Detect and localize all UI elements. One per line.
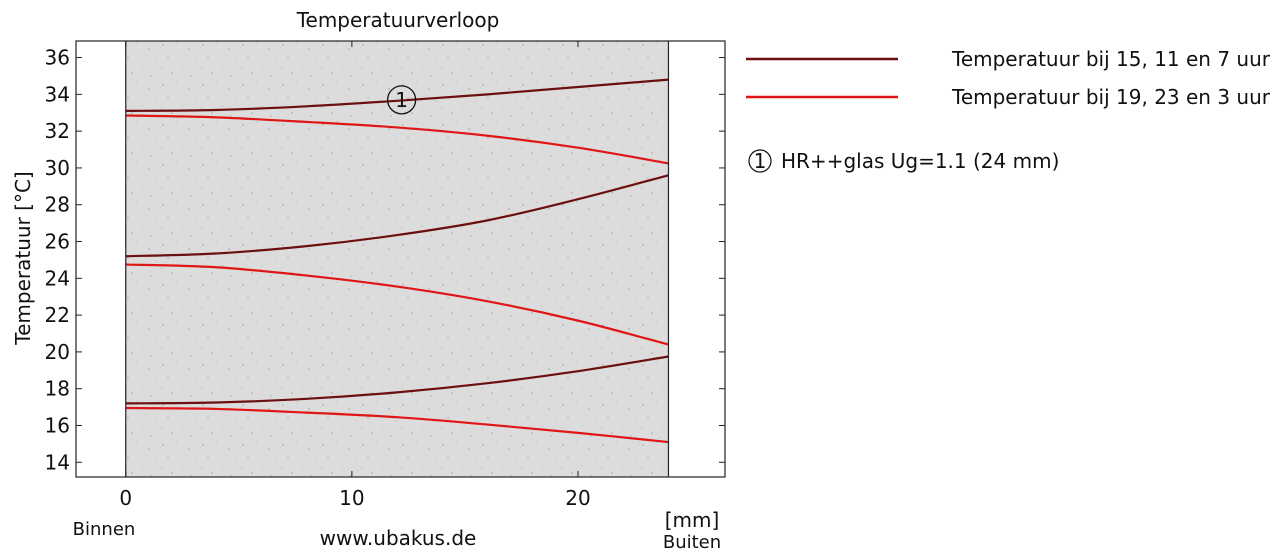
legend-label-series-1: Temperatuur bij 15, 11 en 7 uur (951, 47, 1271, 71)
legend: Temperatuur bij 15, 11 en 7 uur Temperat… (746, 47, 1271, 173)
y-tick-label: 30 (45, 156, 70, 180)
y-tick-label: 14 (45, 450, 70, 474)
axis-group: 14 16 18 20 22 24 26 28 30 32 34 36 0 10 20 (45, 41, 725, 510)
plot-frame (75, 40, 726, 478)
legend-layer-number: 1 (754, 149, 767, 173)
x-unit-label: [mm] (665, 508, 720, 532)
series-1-line-3 (125, 355, 669, 405)
series-2-line-1 (125, 114, 669, 165)
footer-url: www.ubakus.de (320, 526, 477, 550)
y-tick-label: 18 (45, 377, 70, 401)
series-2-line-3 (125, 406, 669, 444)
y-tick-label: 22 (45, 303, 70, 327)
y-tick-label: 34 (45, 82, 70, 106)
x-tick-label: 0 (119, 486, 132, 510)
x-tick-label: 20 (565, 486, 590, 510)
inside-label: Binnen (73, 519, 136, 540)
x-tick-label: 10 (339, 486, 364, 510)
layer-marker-number: 1 (395, 88, 408, 112)
chart-title: Temperatuurverloop (296, 8, 500, 32)
legend-label-series-2: Temperatuur bij 19, 23 en 3 uur (951, 85, 1271, 109)
y-tick-label: 16 (45, 413, 70, 437)
y-axis-label: Temperatuur [°C] (11, 171, 35, 345)
series-group (125, 78, 669, 444)
series-1-line-1 (125, 78, 669, 113)
y-tick-label: 32 (45, 119, 70, 143)
y-tick-label: 36 (45, 46, 70, 70)
legend-layer-label: HR++glas Ug=1.1 (24 mm) (781, 149, 1059, 173)
y-tick-label: 24 (45, 266, 70, 290)
outside-label: Buiten (663, 532, 721, 551)
y-tick-label: 28 (45, 193, 70, 217)
series-2-line-2 (125, 263, 669, 346)
legend-layer-number-circle (748, 149, 772, 173)
y-tick-label: 26 (45, 230, 70, 254)
layer-marker: 1 (386, 85, 417, 115)
y-tick-label: 20 (45, 340, 70, 364)
layer-marker-circle (386, 85, 417, 115)
series-1-line-2 (125, 174, 669, 258)
